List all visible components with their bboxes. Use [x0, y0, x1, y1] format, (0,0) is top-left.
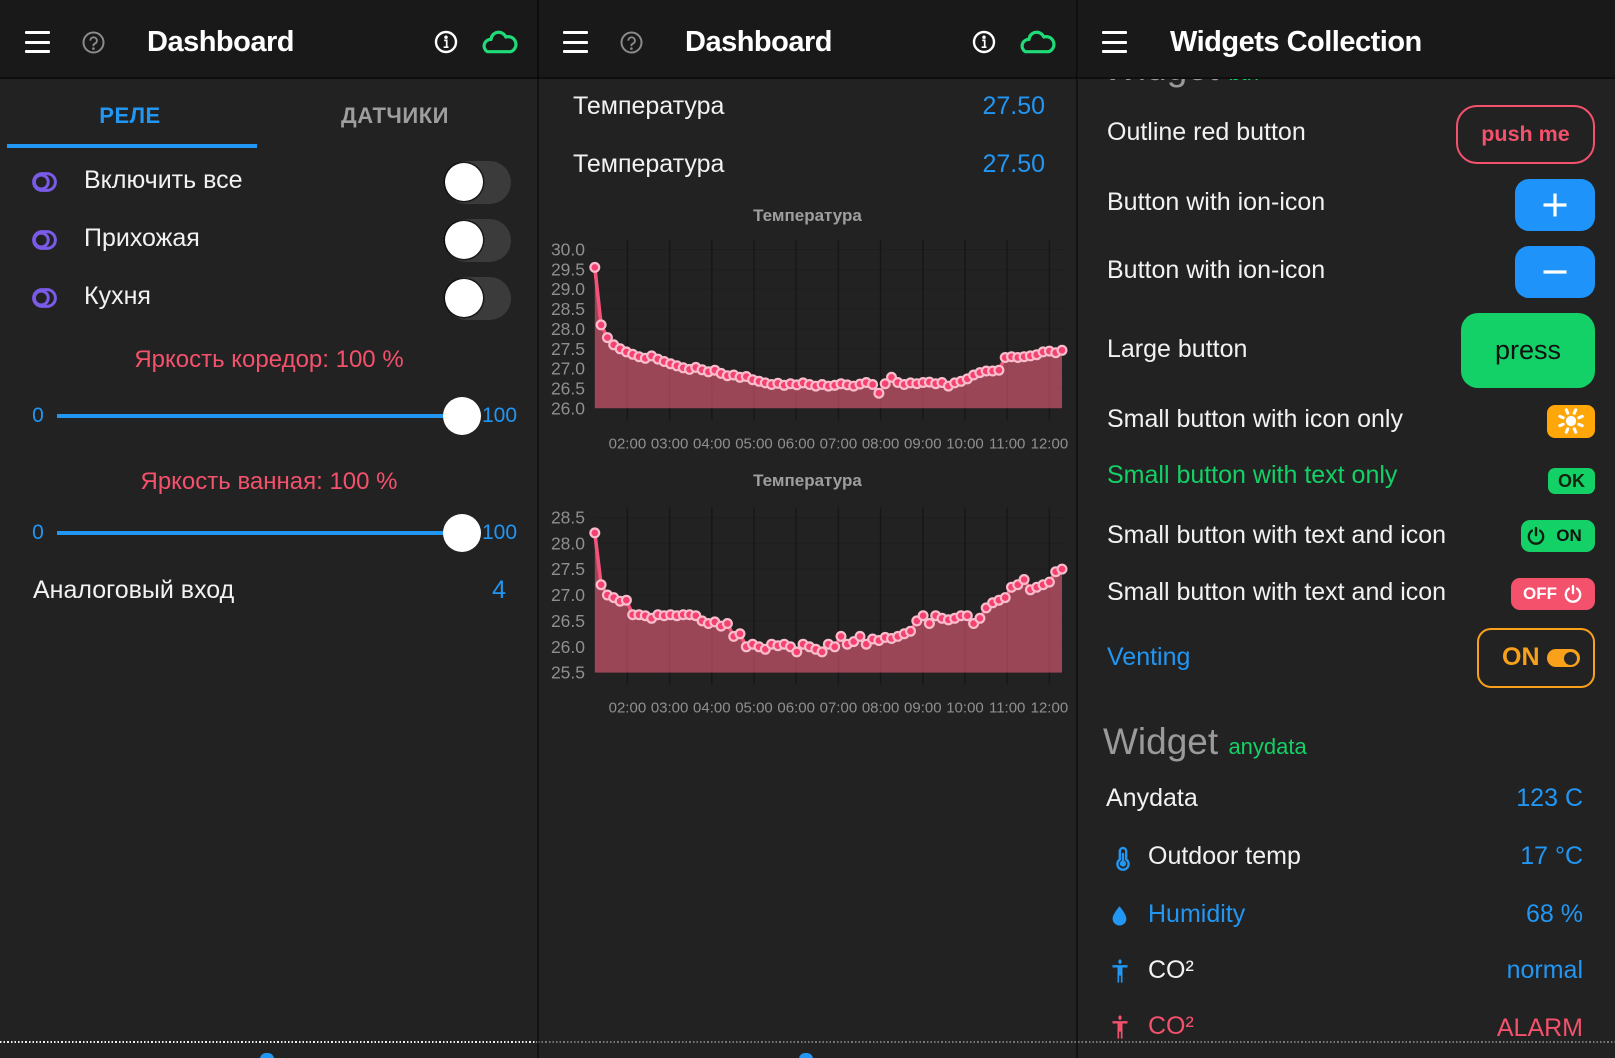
svg-text:28.0: 28.0 [551, 319, 585, 339]
svg-text:26.5: 26.5 [551, 611, 585, 631]
svg-text:03:00: 03:00 [651, 700, 689, 717]
svg-text:26.0: 26.0 [551, 398, 585, 418]
svg-text:12:00: 12:00 [1031, 700, 1069, 717]
svg-text:07:00: 07:00 [820, 435, 858, 452]
svg-text:27.0: 27.0 [551, 359, 585, 379]
svg-text:03:00: 03:00 [651, 435, 689, 452]
svg-text:08:00: 08:00 [862, 435, 900, 452]
svg-text:12:00: 12:00 [1031, 435, 1069, 452]
svg-text:28.0: 28.0 [551, 533, 585, 553]
svg-text:27.5: 27.5 [551, 339, 585, 359]
svg-text:02:00: 02:00 [609, 700, 647, 717]
svg-text:11:00: 11:00 [989, 435, 1025, 452]
svg-text:28.5: 28.5 [551, 299, 585, 319]
svg-text:06:00: 06:00 [777, 700, 815, 717]
svg-text:10:00: 10:00 [946, 700, 984, 717]
svg-text:29.0: 29.0 [551, 279, 585, 299]
svg-text:29.5: 29.5 [551, 259, 585, 279]
svg-text:11:00: 11:00 [989, 700, 1025, 717]
svg-text:05:00: 05:00 [735, 700, 773, 717]
svg-text:04:00: 04:00 [693, 435, 731, 452]
svg-text:09:00: 09:00 [904, 435, 942, 452]
svg-text:10:00: 10:00 [946, 435, 984, 452]
svg-text:09:00: 09:00 [904, 700, 942, 717]
svg-text:30.0: 30.0 [551, 240, 585, 260]
svg-text:25.5: 25.5 [551, 663, 585, 683]
svg-text:26.5: 26.5 [551, 379, 585, 399]
svg-text:04:00: 04:00 [693, 700, 731, 717]
svg-text:26.0: 26.0 [551, 637, 585, 657]
svg-text:08:00: 08:00 [862, 700, 900, 717]
svg-text:27.5: 27.5 [551, 559, 585, 579]
svg-text:07:00: 07:00 [820, 700, 858, 717]
svg-text:05:00: 05:00 [735, 435, 773, 452]
svg-text:28.5: 28.5 [551, 507, 585, 527]
svg-text:27.0: 27.0 [551, 585, 585, 605]
svg-text:06:00: 06:00 [777, 435, 815, 452]
svg-text:02:00: 02:00 [609, 435, 647, 452]
